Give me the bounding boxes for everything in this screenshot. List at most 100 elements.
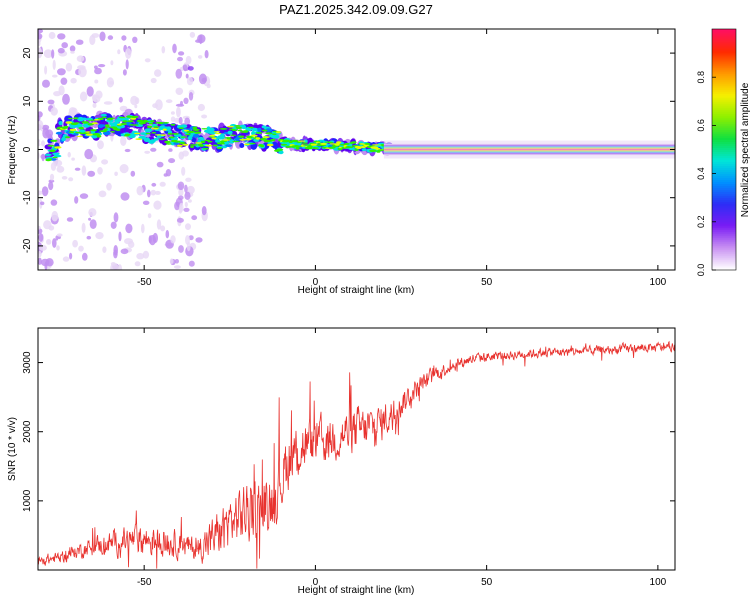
noise-blob — [52, 59, 56, 70]
noise-blob — [41, 140, 45, 147]
noise-blob — [201, 206, 207, 216]
spectrogram-axes: -50 0 50 100 -20 -10 0 10 20 — [22, 29, 675, 288]
ridge-blob — [227, 130, 233, 135]
ridge-blob — [194, 131, 202, 134]
noise-blob — [69, 252, 73, 260]
noise-blob — [38, 142, 41, 147]
colorbar-step — [712, 195, 736, 199]
y-tick-label: 0 — [22, 146, 33, 152]
colorbar-step — [712, 189, 736, 193]
ridge-blob — [179, 142, 186, 144]
noise-blob — [51, 210, 59, 222]
colorbar-step — [712, 161, 736, 164]
colorbar-step — [712, 193, 736, 197]
colorbar-step — [712, 219, 736, 223]
colorbar-step — [712, 247, 736, 251]
colorbar-step — [712, 41, 736, 44]
ridge-blob — [276, 131, 281, 134]
noise-blob — [184, 184, 188, 193]
noise-blob — [47, 99, 55, 105]
colorbar-step — [712, 29, 736, 32]
ridge-blob — [278, 150, 284, 155]
ridge-blob — [74, 122, 80, 124]
ridge-blob — [210, 134, 216, 137]
colorbar-step — [712, 63, 736, 66]
noise-blob — [88, 217, 92, 221]
ridge-blob — [255, 137, 261, 140]
colorbar-step — [712, 35, 736, 38]
noise-blob — [41, 186, 49, 197]
ridge-blob — [176, 144, 183, 147]
colorbar-step — [712, 221, 736, 225]
ridge-blob — [225, 144, 233, 148]
noise-blob — [173, 265, 181, 269]
ridge-blob — [237, 129, 243, 132]
colorbar-step — [712, 231, 736, 235]
noise-blob — [117, 49, 121, 55]
ridge-blob — [350, 141, 357, 144]
ridge-blob — [100, 113, 107, 117]
noise-blob — [92, 94, 101, 103]
noise-blob — [180, 100, 183, 106]
ridge-blob — [126, 115, 132, 118]
ridge-blob — [151, 127, 159, 130]
ridge-blob — [311, 147, 319, 150]
noise-blob — [38, 257, 42, 265]
ridge-blob — [150, 120, 155, 123]
ridge-blob — [239, 138, 247, 141]
noise-blob — [40, 258, 50, 267]
noise-blob — [62, 256, 70, 262]
snr-series-line — [38, 340, 675, 569]
noise-blob — [125, 59, 129, 70]
noise-blob — [156, 161, 164, 168]
noise-blob — [185, 73, 189, 79]
x-tick-label: -50 — [137, 577, 152, 588]
ridge-blob — [98, 124, 106, 127]
ridge-blob — [145, 132, 152, 135]
colorbar-step — [712, 95, 736, 98]
colorbar-step — [712, 137, 736, 140]
ridge-blob — [220, 133, 225, 137]
noise-blob — [68, 177, 74, 182]
ridge-blob — [88, 119, 96, 121]
colorbar-step — [712, 143, 736, 146]
ridge-blob — [180, 136, 188, 138]
noise-blob — [110, 263, 119, 270]
noise-blob — [97, 167, 103, 175]
ridge-blob — [300, 142, 308, 144]
noise-blob — [48, 181, 54, 191]
ridge-blob — [295, 147, 300, 150]
noise-blob — [184, 201, 188, 208]
ridge-blob — [81, 121, 90, 124]
noise-blob — [38, 139, 41, 143]
ridge-blob — [85, 133, 93, 136]
colorbar-step — [712, 151, 736, 154]
noise-blob — [198, 55, 203, 59]
colorbar-step — [712, 171, 736, 174]
ridge-blob — [336, 141, 342, 144]
colorbar-step — [712, 125, 736, 128]
noise-blob — [160, 225, 166, 232]
colorbar-step — [712, 79, 736, 82]
ridge-blob — [192, 126, 198, 130]
ridge-blob — [182, 143, 189, 146]
ridge-blob — [230, 134, 237, 136]
colorbar-step — [712, 169, 736, 172]
ridge-blob — [49, 149, 56, 153]
ridge-blob — [222, 139, 231, 141]
ridge-blob — [303, 139, 308, 144]
colorbar-step — [712, 109, 736, 112]
noise-blob — [154, 69, 162, 77]
ridge-blob — [91, 122, 98, 125]
noise-blob — [43, 220, 52, 230]
ridge-blob — [303, 144, 309, 146]
noise-blob — [38, 225, 41, 230]
noise-blob — [120, 192, 130, 201]
ridge-blob — [65, 136, 70, 139]
y-tick-label: -20 — [22, 238, 33, 253]
ridge-blob — [153, 126, 160, 128]
colorbar-step — [712, 163, 736, 166]
snr-ylabel: SNR (10 * v/v) — [7, 417, 18, 481]
snr-frame — [37, 327, 676, 571]
